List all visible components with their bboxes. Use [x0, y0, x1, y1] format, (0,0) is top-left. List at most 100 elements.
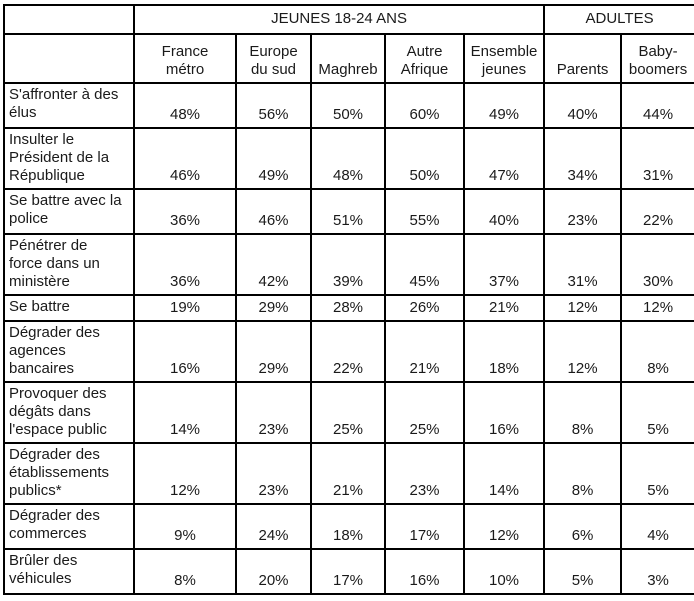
- row-label: Se battre avec la police: [3, 188, 135, 235]
- value-cell: 47%: [462, 127, 546, 190]
- column-header-autre-afrique: Autre Afrique: [384, 33, 465, 84]
- value-cell: 9%: [133, 503, 237, 550]
- value-cell: 60%: [384, 82, 465, 129]
- value-cell: 29%: [235, 294, 312, 322]
- value-cell: 44%: [620, 82, 694, 129]
- table-row: Brûler des véhicules 8% 20% 17% 16% 10% …: [3, 548, 694, 595]
- value-cell: 12%: [462, 503, 546, 550]
- value-cell: 8%: [620, 320, 694, 383]
- value-cell: 12%: [620, 294, 694, 322]
- value-cell: 5%: [543, 548, 623, 595]
- value-cell: 21%: [310, 442, 386, 505]
- row-label: Se battre: [3, 294, 135, 322]
- value-cell: 50%: [384, 127, 465, 190]
- value-cell: 23%: [235, 442, 312, 505]
- value-cell: 12%: [543, 320, 623, 383]
- value-cell: 19%: [133, 294, 237, 322]
- table-row: Se battre avec la police 36% 46% 51% 55%…: [3, 188, 694, 235]
- value-cell: 3%: [620, 548, 694, 595]
- row-label: Pénétrer de force dans un ministère: [3, 233, 135, 296]
- group-header-row: JEUNES 18-24 ANS ADULTES: [3, 4, 694, 35]
- row-label: Provoquer des dégâts dans l'espace publi…: [3, 381, 135, 444]
- value-cell: 5%: [620, 381, 694, 444]
- value-cell: 51%: [310, 188, 386, 235]
- column-header-maghreb: Maghreb: [310, 33, 386, 84]
- value-cell: 24%: [235, 503, 312, 550]
- value-cell: 23%: [543, 188, 623, 235]
- value-cell: 25%: [310, 381, 386, 444]
- value-cell: 55%: [384, 188, 465, 235]
- value-cell: 12%: [133, 442, 237, 505]
- table-row: Dégrader des commerces 9% 24% 18% 17% 12…: [3, 503, 694, 550]
- value-cell: 22%: [310, 320, 386, 383]
- value-cell: 30%: [620, 233, 694, 296]
- value-cell: 26%: [384, 294, 465, 322]
- value-cell: 17%: [384, 503, 465, 550]
- value-cell: 18%: [310, 503, 386, 550]
- value-cell: 40%: [462, 188, 546, 235]
- column-header-europe-du-sud: Europe du sud: [235, 33, 312, 84]
- value-cell: 8%: [543, 442, 623, 505]
- value-cell: 8%: [133, 548, 237, 595]
- value-cell: 23%: [384, 442, 465, 505]
- value-cell: 48%: [310, 127, 386, 190]
- value-cell: 36%: [133, 233, 237, 296]
- value-cell: 34%: [543, 127, 623, 190]
- value-cell: 6%: [543, 503, 623, 550]
- group-header-adultes: ADULTES: [543, 4, 694, 35]
- value-cell: 16%: [462, 381, 546, 444]
- table-row: Pénétrer de force dans un ministère 36% …: [3, 233, 694, 296]
- value-cell: 4%: [620, 503, 694, 550]
- column-header-france-metro: France métro: [133, 33, 237, 84]
- value-cell: 28%: [310, 294, 386, 322]
- value-cell: 40%: [543, 82, 623, 129]
- value-cell: 21%: [462, 294, 546, 322]
- value-cell: 36%: [133, 188, 237, 235]
- row-label: Dégrader des agences bancaires: [3, 320, 135, 383]
- value-cell: 17%: [310, 548, 386, 595]
- column-header-baby-boomers: Baby- boomers: [620, 33, 694, 84]
- value-cell: 8%: [543, 381, 623, 444]
- value-cell: 48%: [133, 82, 237, 129]
- value-cell: 20%: [235, 548, 312, 595]
- column-header-ensemble-jeunes: Ensemble jeunes: [462, 33, 546, 84]
- row-label: S'affronter à des élus: [3, 82, 135, 129]
- row-label: Dégrader des commerces: [3, 503, 135, 550]
- table-row: Se battre 19% 29% 28% 26% 21% 12% 12%: [3, 294, 694, 322]
- value-cell: 50%: [310, 82, 386, 129]
- value-cell: 10%: [462, 548, 546, 595]
- value-cell: 22%: [620, 188, 694, 235]
- table-row: Dégrader des agences bancaires 16% 29% 2…: [3, 320, 694, 383]
- survey-results-table: JEUNES 18-24 ANS ADULTES France métro Eu…: [3, 4, 694, 595]
- value-cell: 14%: [462, 442, 546, 505]
- table-row: S'affronter à des élus 48% 56% 50% 60% 4…: [3, 82, 694, 129]
- value-cell: 25%: [384, 381, 465, 444]
- corner-cell: [3, 33, 135, 84]
- value-cell: 37%: [462, 233, 546, 296]
- group-header-jeunes: JEUNES 18-24 ANS: [132, 4, 546, 35]
- value-cell: 23%: [235, 381, 312, 444]
- row-label: Insulter le Président de la République: [3, 127, 135, 190]
- value-cell: 5%: [620, 442, 694, 505]
- value-cell: 31%: [620, 127, 694, 190]
- table-row: Provoquer des dégâts dans l'espace publi…: [3, 381, 694, 444]
- row-label: Dégrader des établissements publics*: [3, 442, 135, 505]
- value-cell: 46%: [133, 127, 237, 190]
- table-row: Dégrader des établissements publics* 12%…: [3, 442, 694, 505]
- value-cell: 42%: [235, 233, 312, 296]
- corner-cell: [3, 4, 135, 35]
- value-cell: 18%: [462, 320, 546, 383]
- value-cell: 46%: [235, 188, 312, 235]
- value-cell: 45%: [384, 233, 465, 296]
- column-header-row: France métro Europe du sud Maghreb Autre…: [3, 33, 694, 84]
- value-cell: 31%: [543, 233, 623, 296]
- value-cell: 14%: [133, 381, 237, 444]
- value-cell: 16%: [133, 320, 237, 383]
- value-cell: 21%: [384, 320, 465, 383]
- table-row: Insulter le Président de la République 4…: [3, 127, 694, 190]
- value-cell: 16%: [384, 548, 465, 595]
- value-cell: 39%: [310, 233, 386, 296]
- value-cell: 29%: [235, 320, 312, 383]
- value-cell: 49%: [235, 127, 312, 190]
- value-cell: 49%: [462, 82, 546, 129]
